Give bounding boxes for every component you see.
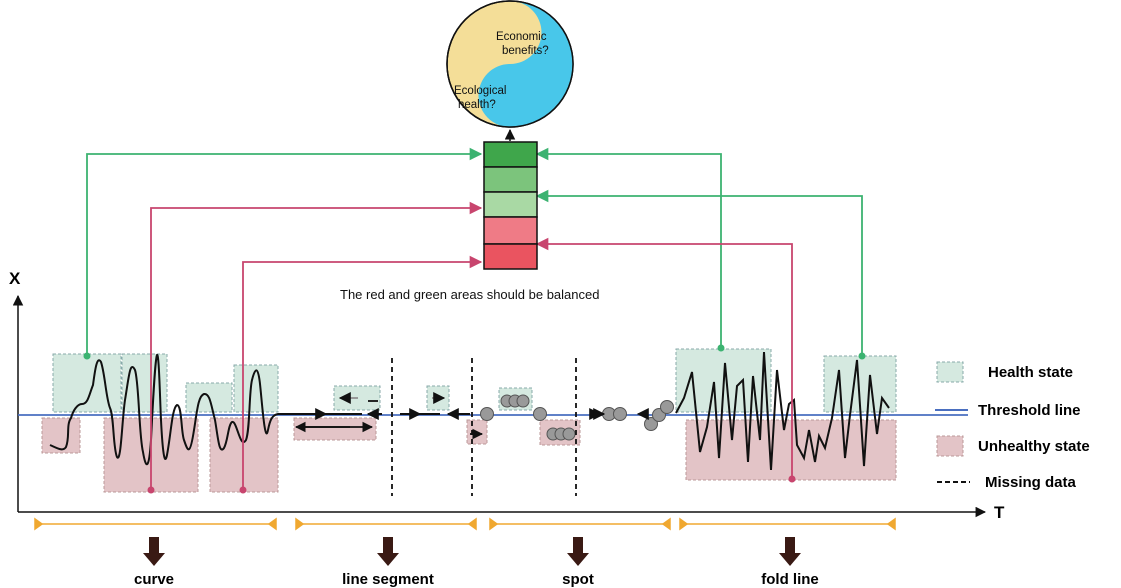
green-connection — [535, 147, 722, 348]
brackets — [34, 517, 896, 531]
balance-note: The red and green areas should be balanc… — [340, 287, 599, 302]
green-connection — [86, 147, 483, 356]
legend-unhealthy-swatch — [936, 435, 964, 457]
economic-benefits-text: Economic benefits? — [496, 31, 550, 57]
stack-cell-red — [483, 243, 538, 270]
spot-point — [644, 417, 658, 431]
category-labels: curve line segment spot fold line — [134, 571, 819, 588]
red-connection — [242, 255, 483, 490]
legend: Health state Threshold line Unhealthy st… — [935, 361, 1090, 491]
health-state-box — [233, 364, 279, 413]
stack-cell-light-green — [483, 191, 538, 218]
yin-yang-symbol: Economic benefits? Ecological health? — [446, 0, 574, 128]
down-arrows — [143, 537, 801, 566]
stack-cell-dark-green — [483, 141, 538, 168]
legend-missing-label: Missing data — [985, 474, 1077, 491]
green-connection — [535, 189, 863, 356]
spot-point — [533, 407, 547, 421]
legend-health-label: Health state — [988, 364, 1073, 381]
red-connection — [150, 201, 483, 490]
category-line-segment: line segment — [342, 571, 434, 588]
category-spot: spot — [562, 571, 594, 588]
spot-point — [613, 407, 627, 421]
legend-threshold-label: Threshold line — [978, 402, 1081, 419]
x-axis-label: T — [994, 503, 1005, 522]
unhealthy-state-box — [466, 419, 488, 445]
spot-point — [516, 394, 530, 408]
stack-cell-pink — [483, 216, 538, 245]
down-arrow-icon — [779, 537, 801, 566]
category-curve: curve — [134, 571, 174, 588]
fold-line-waveform — [675, 351, 890, 471]
y-axis-label: X — [9, 269, 21, 288]
red-connection — [535, 237, 793, 479]
ecological-health-text: Ecological health? — [454, 85, 510, 111]
unhealthy-state-box — [41, 417, 81, 454]
health-state-box — [52, 353, 122, 413]
stack-cell-green — [483, 166, 538, 193]
connections — [83, 147, 866, 494]
missing-data-lines — [391, 358, 577, 496]
category-fold-line: fold line — [761, 571, 819, 588]
axes: X T — [9, 269, 1005, 522]
spot-point — [480, 407, 494, 421]
unhealthy-state-box — [293, 417, 377, 441]
legend-health-swatch — [936, 361, 964, 383]
down-arrow-icon — [377, 537, 399, 566]
down-arrow-icon — [567, 537, 589, 566]
spot-point — [660, 400, 674, 414]
unhealthy-state-box — [209, 417, 279, 493]
balance-stack — [483, 141, 538, 270]
spots — [480, 394, 674, 441]
spot-point — [562, 427, 576, 441]
legend-unhealthy-label: Unhealthy state — [978, 438, 1090, 455]
down-arrow-icon — [143, 537, 165, 566]
